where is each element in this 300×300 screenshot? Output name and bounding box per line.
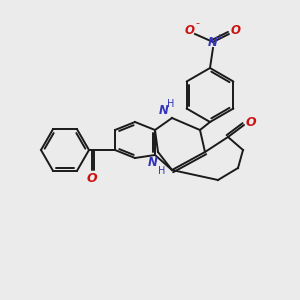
Text: H: H <box>158 166 166 176</box>
Text: H: H <box>167 99 175 109</box>
Text: +: + <box>215 34 223 43</box>
Text: O: O <box>246 116 256 128</box>
Text: N: N <box>208 35 218 49</box>
Text: -: - <box>195 18 199 28</box>
Text: N: N <box>148 157 158 169</box>
Text: O: O <box>185 25 195 38</box>
Text: O: O <box>87 172 97 185</box>
Text: N: N <box>159 104 169 118</box>
Text: O: O <box>231 25 241 38</box>
